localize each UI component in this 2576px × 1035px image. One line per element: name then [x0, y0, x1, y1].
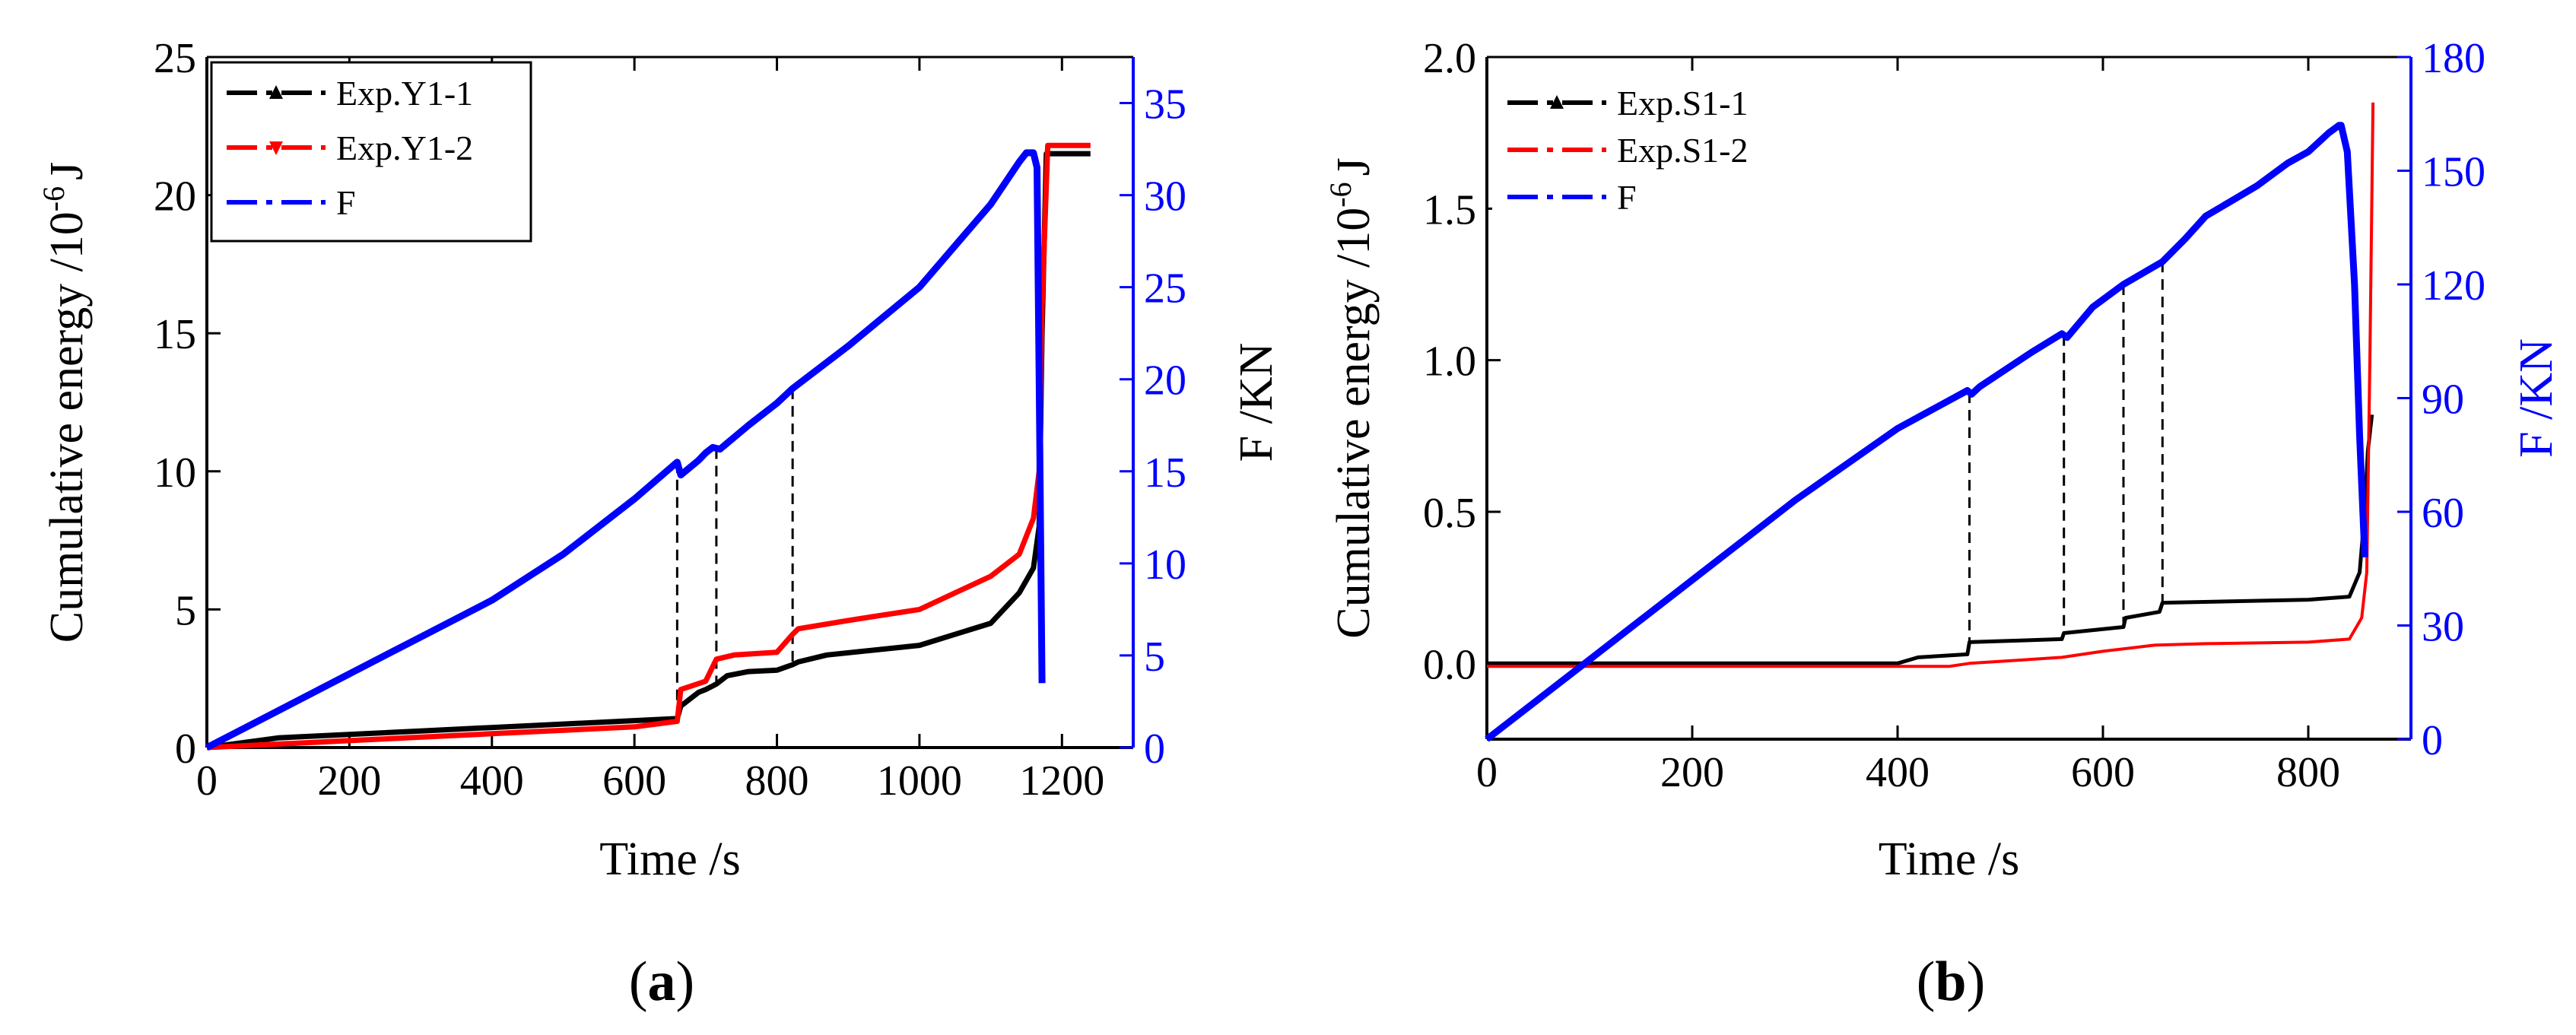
x-axis-label: Time /s — [599, 833, 741, 885]
legend-marker — [269, 141, 283, 155]
y-axis-label-exponent: -6 — [1323, 182, 1358, 207]
y-tick-label-right: 35 — [1144, 81, 1186, 129]
y-tick-label-left: 15 — [154, 311, 196, 358]
y-tick-label-right: 60 — [2422, 490, 2464, 537]
x-tick-label: 1000 — [877, 757, 962, 805]
y-tick-label-right: 25 — [1144, 265, 1186, 313]
y-axis-label-right: F /KN — [1231, 343, 1282, 462]
series-line-exp-s1-1 — [1487, 414, 2374, 665]
legend-marker — [1550, 95, 1564, 109]
legend-marker — [269, 85, 283, 99]
y-tick-label-right: 30 — [1144, 173, 1186, 221]
y-tick-label-right: 180 — [2422, 35, 2485, 82]
chart-panel-a: 0 200 400 600 800 1000 1200 0 5 10 15 20 25 0 5 10 15 20 2… — [37, 35, 1282, 1013]
panel-label-part: b — [1935, 951, 1966, 1013]
x-tick-label: 800 — [745, 757, 809, 805]
legend-label: F — [1617, 178, 1637, 217]
y-tick-label-right: 30 — [2422, 604, 2464, 651]
y-axis-label-left: Cumulative energy /10-6 J — [1323, 157, 1380, 639]
legend-box — [1492, 72, 1812, 224]
x-tick-label: 400 — [1866, 749, 1930, 796]
x-tick-label: 400 — [460, 757, 524, 805]
x-axis-label: Time /s — [1879, 833, 2020, 885]
y-tick-label-left: 1.5 — [1423, 186, 1476, 233]
y-tick-label-right: 5 — [1144, 633, 1165, 681]
legend-label: Exp.S1-1 — [1617, 84, 1749, 122]
y-tick-label-right: 0 — [2422, 717, 2443, 764]
y-tick-label-left: 25 — [154, 35, 196, 82]
y-tick-label-left: 0 — [175, 725, 196, 773]
y-tick-label-left: 10 — [154, 449, 196, 497]
series-line-exp-s1-2 — [1487, 102, 2375, 668]
series-line-exp-y1-1 — [206, 151, 1091, 751]
y-tick-label-left: 5 — [175, 587, 196, 634]
x-tick-label: 600 — [2071, 749, 2135, 796]
y-tick-label-left: 20 — [154, 173, 196, 221]
legend-label: Exp.Y1-1 — [336, 74, 473, 113]
legend-label: Exp.S1-2 — [1617, 131, 1749, 170]
legend-box — [210, 61, 532, 243]
y-axis-label-left: Cumulative energy /10-6 J — [37, 162, 93, 643]
y-axis-label-right: F /KN — [2511, 338, 2562, 458]
chart-panel-b: 0 200 400 600 800 0.0 0.5 1.0 1.5 2.0 0 30 60 90 120 15… — [1323, 35, 2562, 1013]
y-tick-label-right: 0 — [1144, 725, 1165, 773]
x-tick-label: 800 — [2276, 749, 2340, 796]
series-line-f — [1485, 122, 2368, 742]
y-tick-label-left: 2.0 — [1423, 35, 1476, 82]
panel-label-part: a — [648, 951, 676, 1013]
panel-label-part: ( — [1917, 951, 1936, 1013]
y-axis-label-exponent: -6 — [37, 186, 71, 211]
panel-label: (b) — [1917, 951, 1985, 1013]
y-tick-label-right: 20 — [1144, 357, 1186, 405]
y-tick-label-right: 10 — [1144, 541, 1186, 589]
x-tick-label: 200 — [1660, 749, 1724, 796]
y-tick-label-right: 150 — [2422, 149, 2485, 196]
x-tick-label: 0 — [1476, 749, 1498, 796]
legend-label: F — [336, 183, 356, 222]
y-tick-label-left: 0.5 — [1423, 490, 1476, 537]
y-tick-label-right: 15 — [1144, 449, 1186, 497]
legend-label: Exp.Y1-2 — [336, 129, 473, 167]
x-tick-label: 600 — [602, 757, 666, 805]
panel-label-part: ( — [629, 951, 648, 1013]
y-tick-label-right: 120 — [2422, 262, 2485, 310]
x-tick-label: 1200 — [1019, 757, 1104, 805]
y-axis-label-unit: J — [1328, 157, 1380, 176]
panel-label-part: ) — [676, 951, 695, 1013]
x-tick-label: 200 — [317, 757, 381, 805]
y-axis-label-text: Cumulative energy /10 — [41, 211, 93, 643]
series-line-f — [205, 149, 1046, 751]
panel-label: (a) — [629, 951, 694, 1013]
y-tick-label-right: 90 — [2422, 376, 2464, 424]
y-tick-label-left: 0.0 — [1423, 641, 1476, 688]
y-axis-label-text: Cumulative energy /10 — [1328, 208, 1380, 639]
y-tick-label-left: 1.0 — [1423, 338, 1476, 386]
panel-label-part: ) — [1967, 951, 1986, 1013]
x-tick-label: 0 — [196, 757, 218, 805]
y-axis-label-unit: J — [41, 162, 93, 180]
